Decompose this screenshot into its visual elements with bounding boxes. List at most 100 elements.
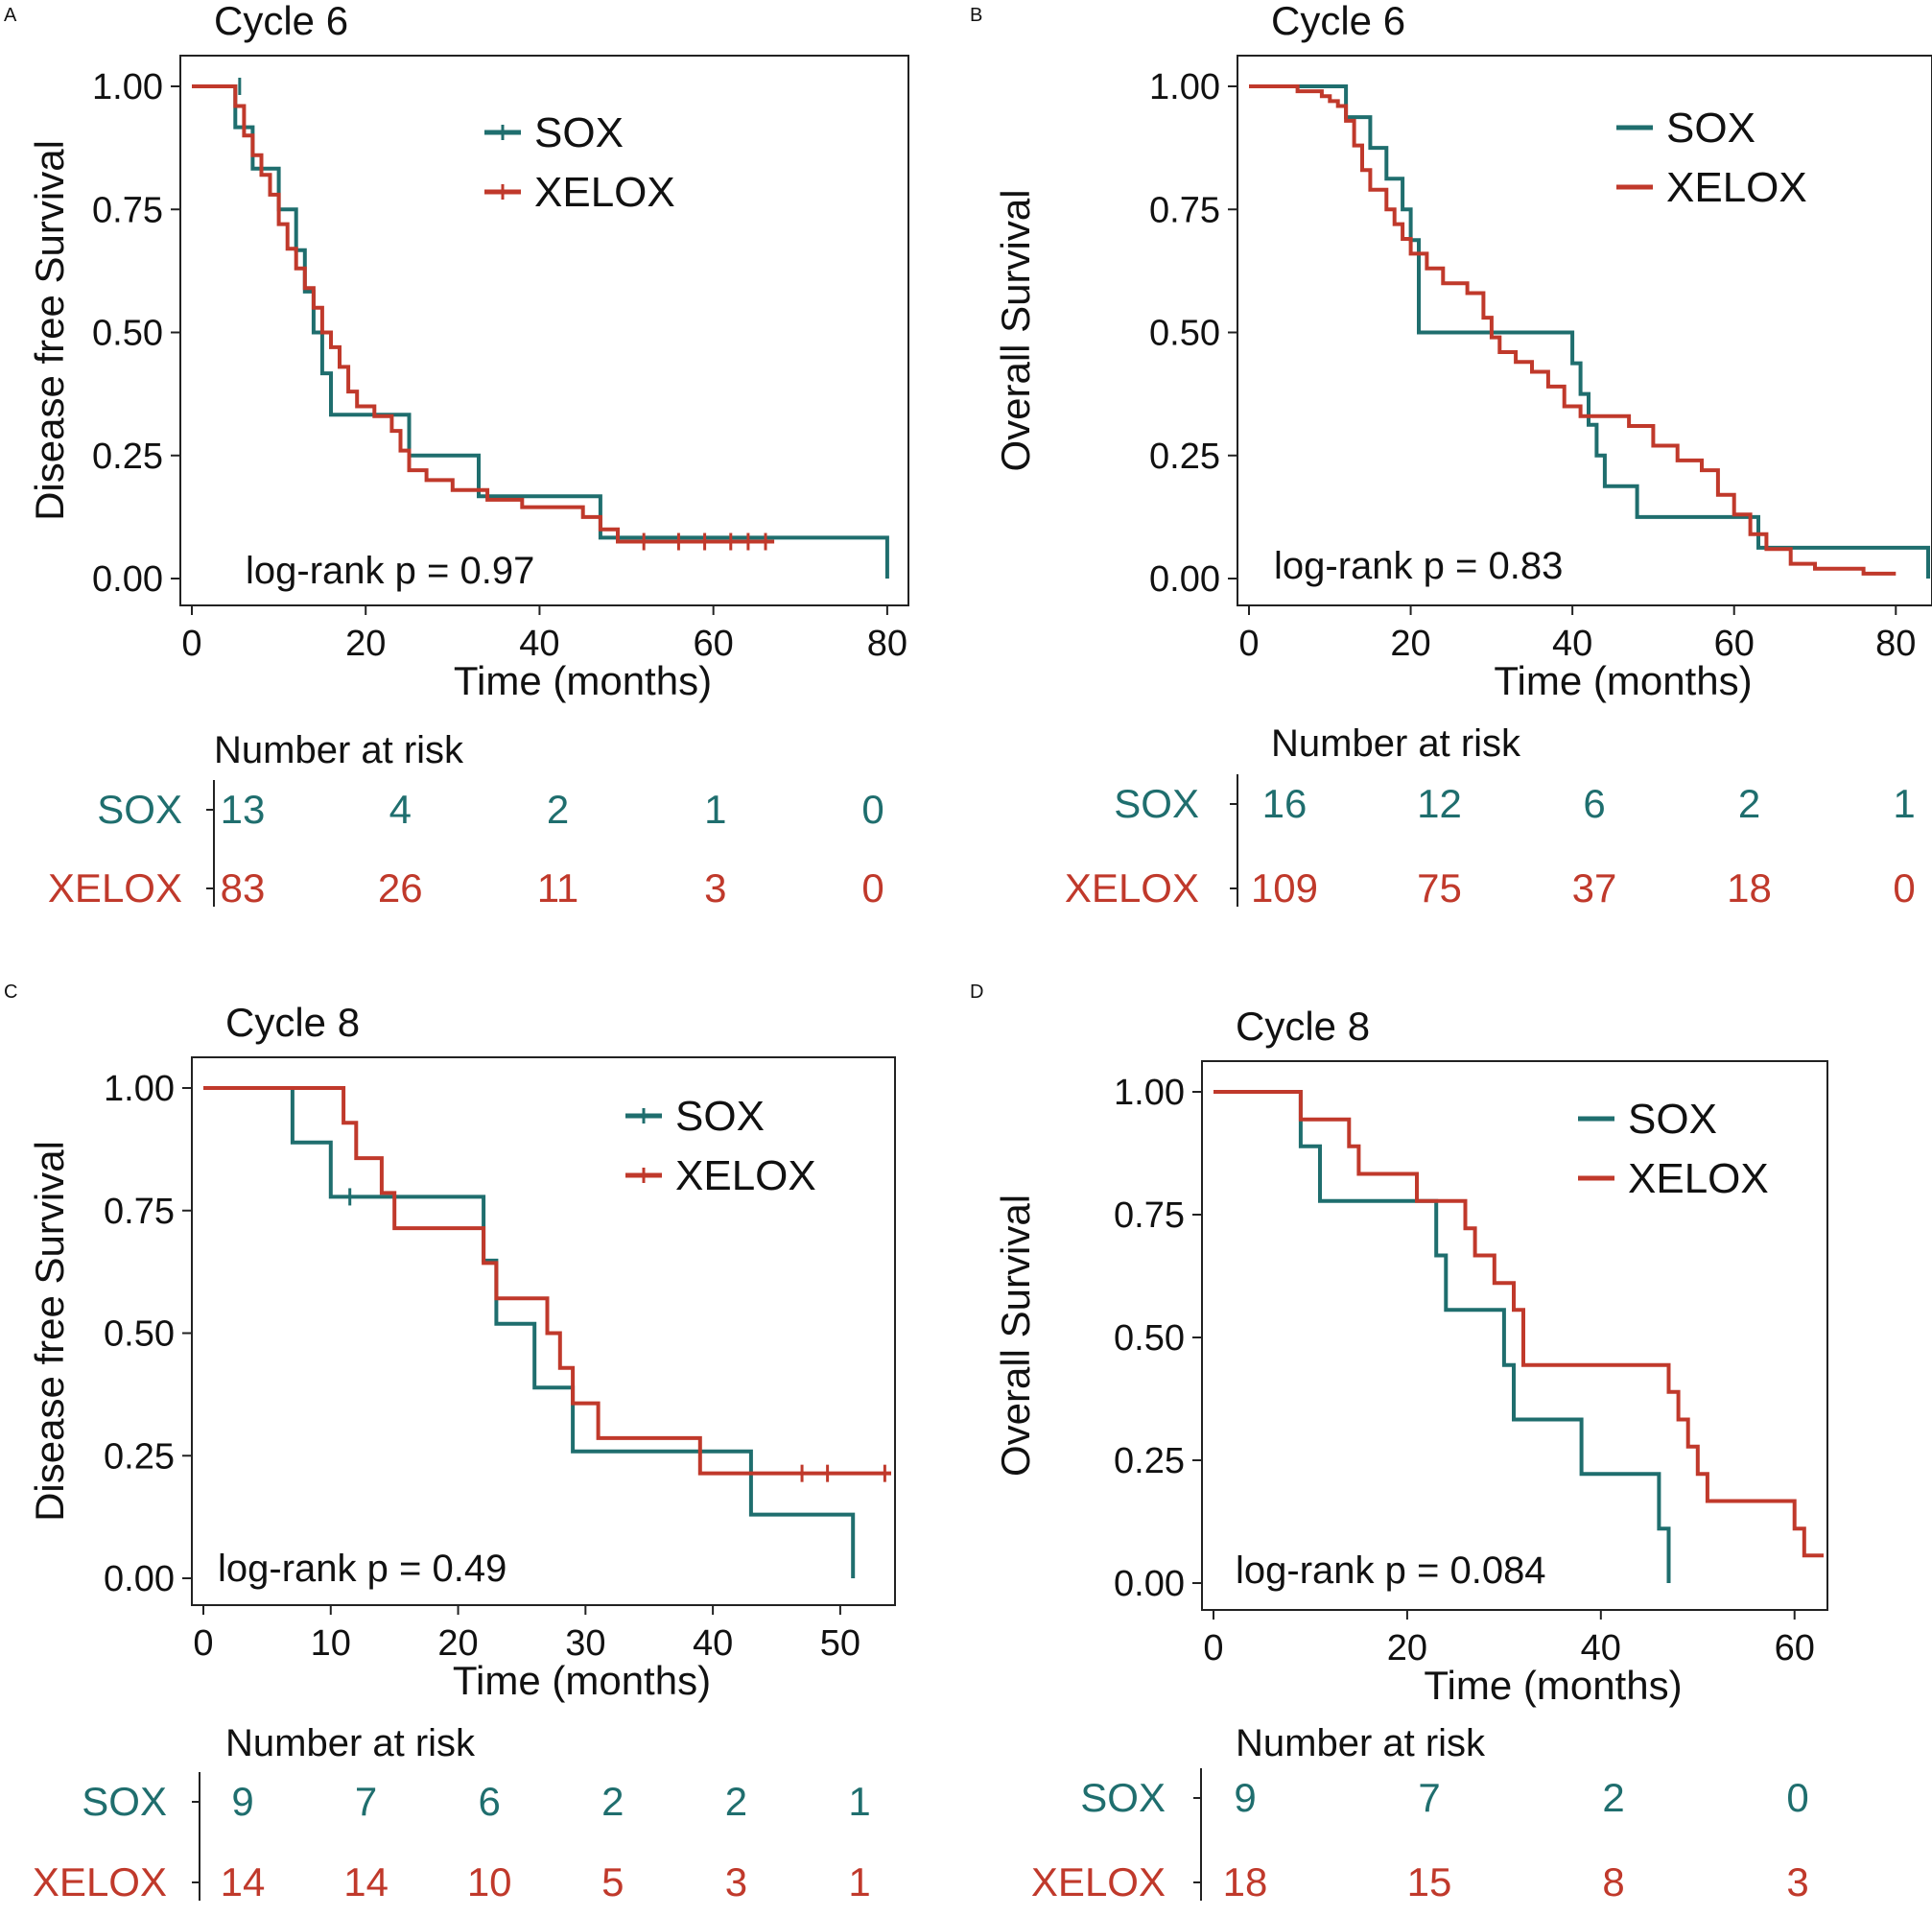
risk-value-xelox: 1 xyxy=(848,1859,870,1904)
risk-value-sox: 1 xyxy=(848,1779,870,1824)
y-tick-label: 1.00 xyxy=(104,1069,175,1109)
risk-value-sox: 7 xyxy=(355,1779,377,1824)
risk-value-sox: 2 xyxy=(547,787,569,832)
km-curve-sox xyxy=(192,84,889,579)
x-tick-label: 80 xyxy=(867,624,907,664)
risk-value-sox: 6 xyxy=(479,1779,501,1824)
legend-label-sox: SOX xyxy=(1628,1096,1717,1143)
risk-value-sox: 4 xyxy=(389,787,412,832)
risk-value-xelox: 0 xyxy=(861,865,884,911)
risk-value-xelox: 3 xyxy=(725,1859,747,1904)
x-tick-label: 40 xyxy=(519,624,559,664)
y-tick-label: 0.75 xyxy=(104,1192,175,1232)
y-tick-label: 0.50 xyxy=(1149,314,1220,354)
plot-frame xyxy=(1237,55,1932,606)
y-tick-label: 1.00 xyxy=(92,67,163,107)
y-tick-label: 0.25 xyxy=(1114,1441,1185,1481)
x-tick-label: 20 xyxy=(1387,1628,1427,1668)
panel-label: C xyxy=(4,982,17,1003)
y-tick-label: 0.25 xyxy=(92,437,163,477)
y-tick-label: 1.00 xyxy=(1149,67,1220,107)
y-tick-label: 0.75 xyxy=(1114,1195,1185,1236)
risk-row-name-sox: SOX xyxy=(1114,781,1199,826)
risk-value-sox: 1 xyxy=(1893,781,1915,826)
y-tick-label: 0.75 xyxy=(1149,190,1220,230)
chart-title: Cycle 6 xyxy=(1271,0,1405,43)
y-tick-label: 0.50 xyxy=(92,314,163,354)
y-tick-label: 0.00 xyxy=(104,1559,175,1599)
risk-row-name-xelox: XELOX xyxy=(48,865,182,911)
x-tick-label: 20 xyxy=(1390,624,1430,664)
legend-label-xelox: XELOX xyxy=(675,1152,816,1199)
risk-value-sox: 16 xyxy=(1262,781,1308,826)
panel-b: B Cycle 60.000.250.500.751.000 20 40 60 80Tim… xyxy=(970,0,1932,911)
y-axis-label: Overall Survival xyxy=(993,1195,1038,1477)
risk-value-xelox: 10 xyxy=(467,1859,512,1904)
legend-label-xelox: XELOX xyxy=(534,169,675,216)
x-tick-label: 0 xyxy=(1238,624,1259,664)
risk-value-xelox: 14 xyxy=(221,1859,266,1904)
x-axis-label: Time (months) xyxy=(453,1658,711,1703)
logrank-annotation: log-rank p = 0.83 xyxy=(1274,545,1563,587)
risk-value-xelox: 11 xyxy=(537,865,579,911)
risk-value-sox: 13 xyxy=(221,787,266,832)
risk-value-xelox: 26 xyxy=(378,865,423,911)
x-tick-label: 50 xyxy=(820,1623,860,1664)
km-curve-xelox xyxy=(192,84,775,544)
plot-frame xyxy=(1201,1060,1828,1611)
legend-label-sox: SOX xyxy=(675,1093,765,1140)
panel-a: A Cycle 60.000.250.500.751.000 20 40 60 80Tim… xyxy=(4,0,909,911)
risk-value-xelox: 75 xyxy=(1417,865,1462,911)
y-axis-label: Disease free Survival xyxy=(27,1141,72,1522)
risk-value-xelox: 83 xyxy=(221,865,266,911)
risk-value-sox: 0 xyxy=(1786,1775,1808,1820)
x-tick-label: 60 xyxy=(694,624,734,664)
plot-frame xyxy=(179,55,909,606)
km-curve-xelox xyxy=(203,1086,891,1476)
risk-value-xelox: 8 xyxy=(1602,1859,1624,1904)
km-curve-sox xyxy=(1249,84,1930,579)
x-tick-label: 30 xyxy=(565,1623,605,1664)
risk-value-sox: 7 xyxy=(1418,1775,1440,1820)
y-axis-label: Overall Survival xyxy=(993,189,1038,471)
risk-value-xelox: 3 xyxy=(704,865,726,911)
risk-row-name-xelox: XELOX xyxy=(33,1859,167,1904)
y-tick-label: 0.25 xyxy=(1149,437,1220,477)
risk-row-name-sox: SOX xyxy=(1080,1775,1166,1820)
risk-value-xelox: 15 xyxy=(1407,1859,1452,1904)
risk-row-name-xelox: XELOX xyxy=(1031,1859,1166,1904)
y-tick-label: 0.75 xyxy=(92,190,163,230)
risk-value-sox: 6 xyxy=(1583,781,1605,826)
y-tick-label: 0.00 xyxy=(1149,559,1220,600)
y-tick-label: 0.50 xyxy=(104,1314,175,1355)
risk-value-xelox: 3 xyxy=(1786,1859,1808,1904)
legend-label-xelox: XELOX xyxy=(1628,1155,1769,1202)
panel-label: A xyxy=(4,5,17,26)
x-tick-label: 60 xyxy=(1714,624,1755,664)
risk-value-sox: 9 xyxy=(231,1779,253,1824)
risk-value-sox: 0 xyxy=(861,787,884,832)
risk-value-xelox: 5 xyxy=(601,1859,624,1904)
x-axis-label: Time (months) xyxy=(1424,1663,1682,1708)
risk-value-sox: 9 xyxy=(1234,1775,1256,1820)
logrank-annotation: log-rank p = 0.97 xyxy=(246,550,534,592)
y-tick-label: 0.00 xyxy=(1114,1564,1185,1604)
legend-label-sox: SOX xyxy=(1666,105,1755,152)
y-tick-label: 0.00 xyxy=(92,559,163,600)
risk-value-sox: 2 xyxy=(1602,1775,1624,1820)
km-curve-xelox xyxy=(1213,1090,1824,1558)
risk-value-sox: 12 xyxy=(1417,781,1462,826)
x-tick-label: 20 xyxy=(437,1623,478,1664)
logrank-annotation: log-rank p = 0.49 xyxy=(218,1548,507,1590)
risk-value-xelox: 109 xyxy=(1251,865,1318,911)
risk-value-xelox: 18 xyxy=(1223,1859,1268,1904)
panel-label: B xyxy=(970,5,982,26)
x-tick-label: 0 xyxy=(181,624,201,664)
risk-value-xelox: 37 xyxy=(1572,865,1617,911)
chart-title: Cycle 6 xyxy=(214,0,348,43)
x-axis-label: Time (months) xyxy=(454,658,712,703)
x-tick-label: 80 xyxy=(1875,624,1916,664)
risk-table-title: Number at risk xyxy=(1271,722,1521,765)
